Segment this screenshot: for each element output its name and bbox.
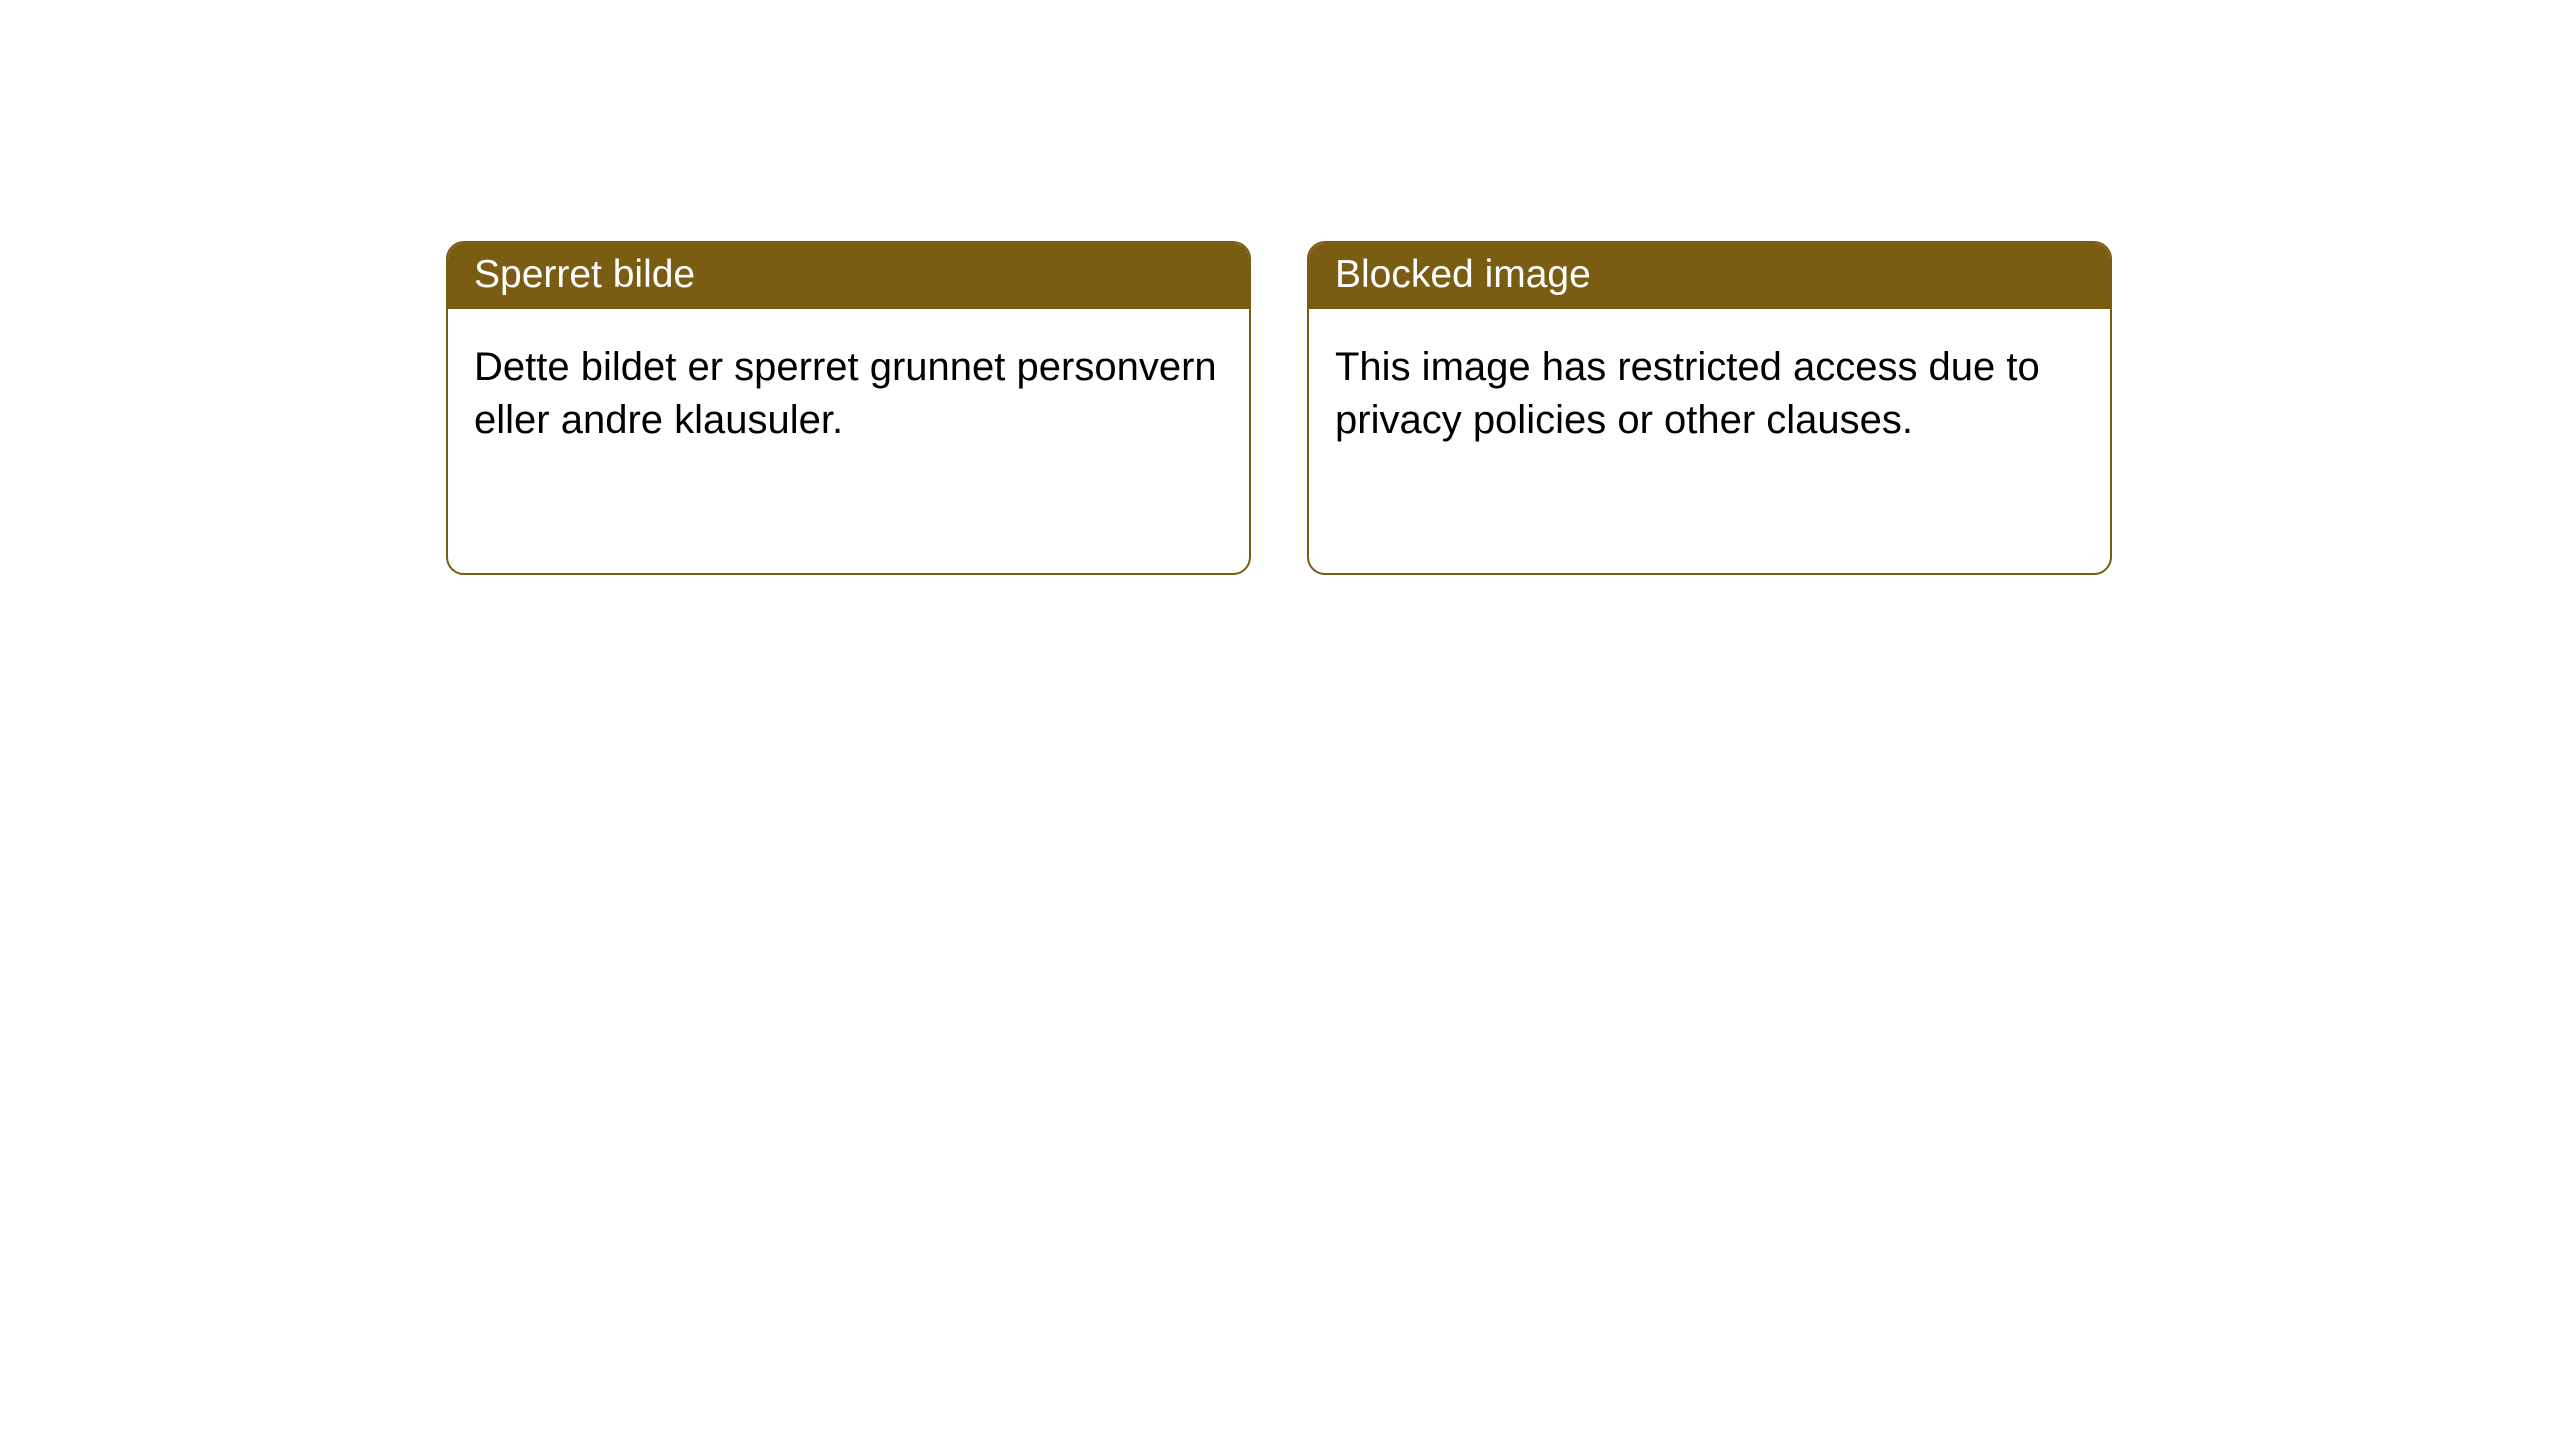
card-body: This image has restricted access due to …: [1309, 309, 2110, 479]
blocked-image-card-no: Sperret bilde Dette bildet er sperret gr…: [446, 241, 1251, 575]
card-header: Blocked image: [1309, 243, 2110, 309]
cards-container: Sperret bilde Dette bildet er sperret gr…: [446, 241, 2112, 575]
card-header: Sperret bilde: [448, 243, 1249, 309]
blocked-image-card-en: Blocked image This image has restricted …: [1307, 241, 2112, 575]
card-body: Dette bildet er sperret grunnet personve…: [448, 309, 1249, 479]
